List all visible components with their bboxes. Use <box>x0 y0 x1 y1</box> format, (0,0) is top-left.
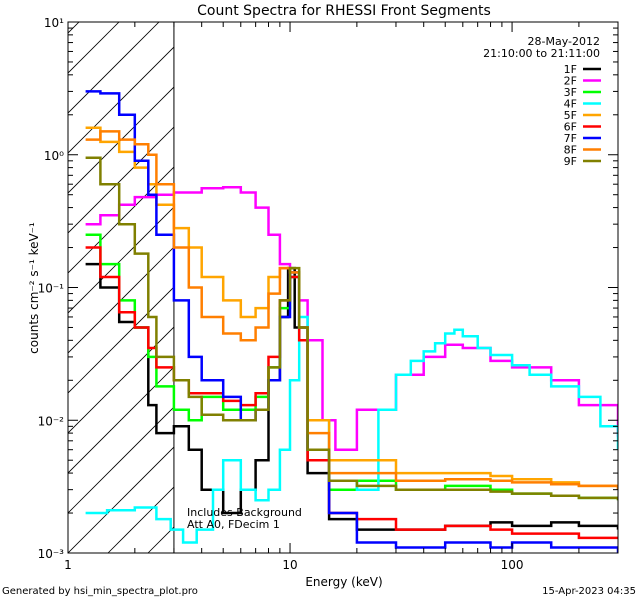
chart-title: Count Spectra for RHESSI Front Segments <box>197 3 491 19</box>
annotation-background: Includes Background <box>187 506 302 519</box>
footer-date: 15-Apr-2023 04:35 <box>542 586 636 597</box>
hatched-region <box>68 22 175 553</box>
x-axis: 1 10 100 <box>64 22 619 572</box>
x-tick-label: 1 <box>64 558 72 572</box>
y-tick-label: 10⁻¹ <box>38 282 65 296</box>
series-6F <box>85 246 618 540</box>
legend-label-2F: 2F <box>564 75 577 88</box>
y-tick-label: 10⁻³ <box>38 547 65 561</box>
series-9F <box>85 156 618 501</box>
series-7F <box>85 90 618 553</box>
legend-label-9F: 9F <box>564 155 577 168</box>
legend-label-6F: 6F <box>564 121 577 134</box>
series-5F <box>85 126 618 490</box>
y-axis: 10⁻³ 10⁻² 10⁻¹ 10⁰ 10¹ <box>38 16 618 561</box>
x-tick-label: 100 <box>501 558 524 572</box>
legend-label-1F: 1F <box>564 63 577 76</box>
y-tick-label: 10⁻² <box>38 414 65 428</box>
date-label: 28-May-2012 <box>528 35 600 48</box>
y-tick-label: 10⁰ <box>44 149 64 163</box>
series-layer <box>85 90 618 553</box>
series-4F <box>85 315 618 544</box>
time-range-label: 21:10:00 to 21:11:00 <box>483 47 600 60</box>
footer-generated: Generated by hsi_min_spectra_plot.pro <box>2 586 198 597</box>
legend-label-5F: 5F <box>564 109 577 122</box>
x-axis-label: Energy (keV) <box>305 575 382 589</box>
legend-label-7F: 7F <box>564 132 577 145</box>
x-tick-label: 10 <box>282 558 297 572</box>
annotation-attenuator: Att A0, FDecim 1 <box>187 518 280 531</box>
legend-label-3F: 3F <box>564 86 577 99</box>
legend-label-8F: 8F <box>564 144 577 157</box>
series-2F <box>85 185 618 451</box>
legend-label-4F: 4F <box>564 98 577 111</box>
y-tick-label: 10¹ <box>44 16 64 30</box>
y-axis-label: counts cm⁻² s⁻¹ keV⁻¹ <box>27 222 41 354</box>
series-8F <box>85 130 618 490</box>
